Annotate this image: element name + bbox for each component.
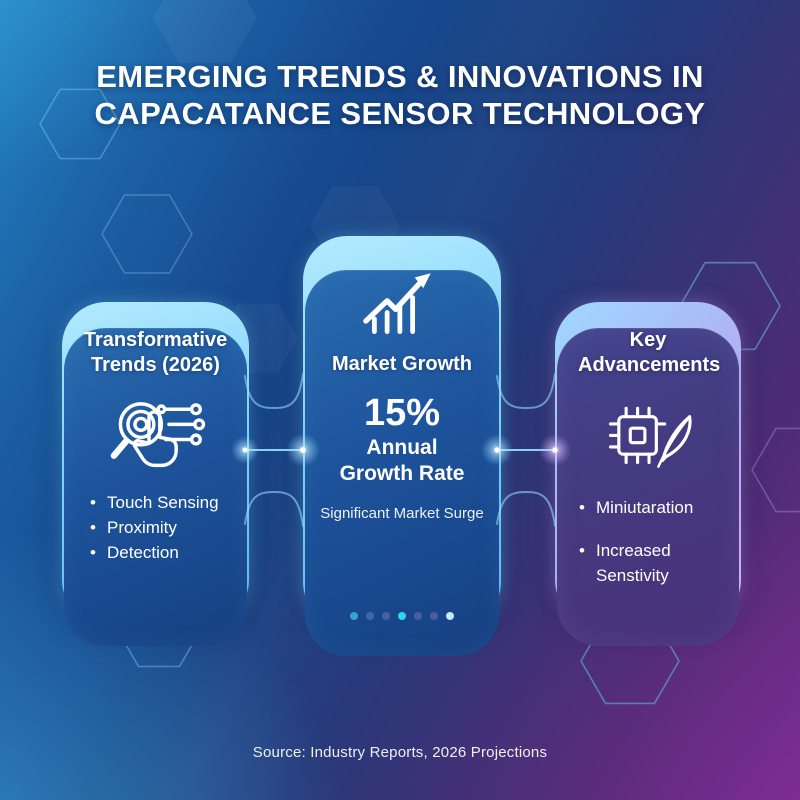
carousel-dot <box>446 612 454 620</box>
list-item: Touch Sensing <box>90 490 247 515</box>
list-item: Proximity <box>90 515 247 540</box>
list-item: Miniutaration <box>579 495 739 520</box>
hexagon-outline <box>101 194 193 274</box>
carousel-dot <box>430 612 438 620</box>
list-item: Detection <box>90 540 247 565</box>
trend-bullet-list: Touch Sensing Proximity Detection <box>90 490 247 565</box>
page-title: EMERGING TRENDS & INNOVATIONS IN CAPACAT… <box>0 58 800 132</box>
carousel-dot <box>398 612 406 620</box>
card-heading: Transformative Trends (2026) <box>83 329 228 376</box>
card-key-advancements: Key Advancements Miniutaration Increased… <box>555 302 741 646</box>
advancement-bullet-list: Miniutaration Increased Senstivity <box>579 495 739 588</box>
card-transformative-trends: Transformative Trends (2026) Touch Sensi… <box>62 302 249 646</box>
carousel-dot <box>414 612 422 620</box>
page-title-line1: EMERGING TRENDS & INNOVATIONS IN <box>96 59 704 94</box>
chip-feather-icon <box>557 400 739 475</box>
growth-rate-value: 15% <box>363 392 441 434</box>
carousel-dot <box>350 612 358 620</box>
card-heading: Key Advancements <box>578 329 721 376</box>
carousel-dot <box>366 612 374 620</box>
growth-chart-icon <box>305 270 499 338</box>
growth-caption: Significant Market Surge <box>320 505 484 522</box>
growth-rate-label: Annual Growth Rate <box>339 436 465 485</box>
page-title-line2: CAPACATANCE SENSOR TECHNOLOGY <box>94 96 706 131</box>
carousel-dots <box>305 612 499 620</box>
carousel-dot <box>382 612 390 620</box>
card-market-growth: Market Growth 15% Annual Growth Rate Sig… <box>303 236 501 656</box>
card-heading: Market Growth <box>331 353 473 375</box>
hexagon-filled <box>153 0 257 63</box>
source-note: Source: Industry Reports, 2026 Projectio… <box>252 744 548 761</box>
touch-sensor-icon <box>64 392 247 474</box>
hexagon-outline <box>751 427 800 513</box>
list-item: Increased Senstivity <box>579 538 739 588</box>
